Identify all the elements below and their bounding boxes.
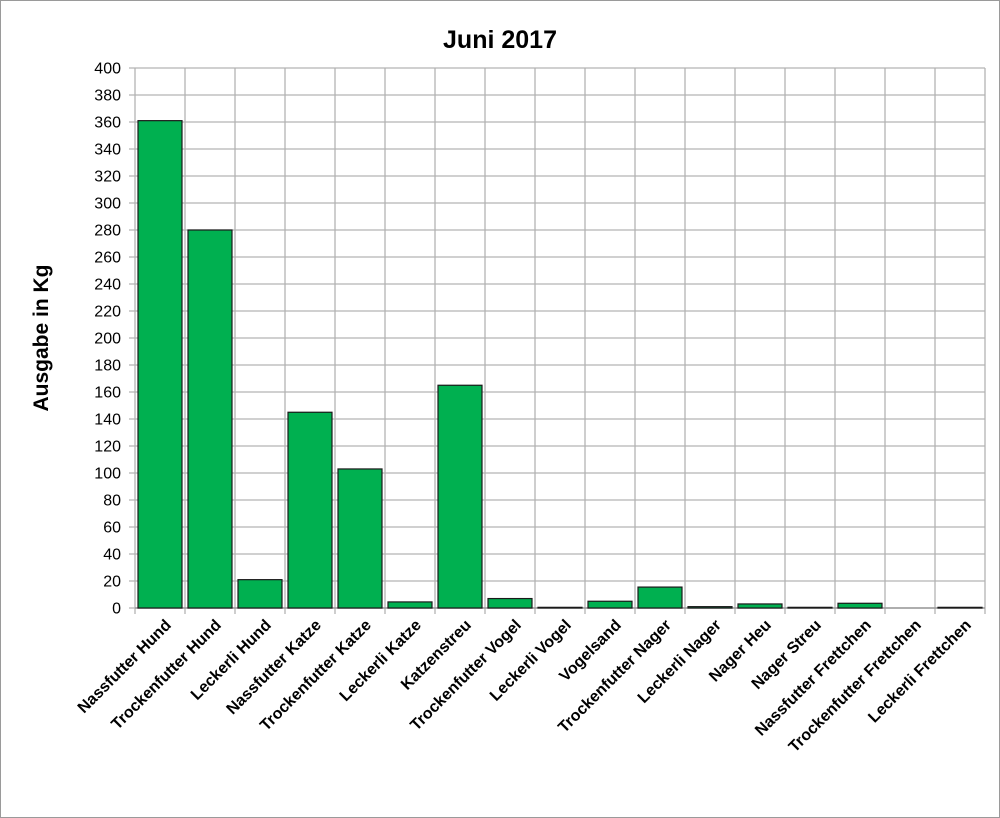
- y-tick-label: 20: [103, 574, 121, 591]
- bar: [587, 600, 633, 609]
- bar: [287, 411, 333, 609]
- y-axis-ticks: 0 20 40 60 80 100 120 140 160 180 200 220 240 260 280 3…: [94, 61, 121, 618]
- bars: [137, 120, 983, 609]
- x-tick-label: Nassfutter Katze: [224, 617, 325, 718]
- bar: [137, 120, 183, 609]
- y-tick-label: 60: [103, 520, 121, 537]
- y-tick-label: 300: [94, 196, 121, 213]
- y-tick-label: 280: [94, 223, 121, 240]
- bar: [487, 597, 533, 609]
- y-tick-label: 220: [94, 304, 121, 321]
- x-tick-label: Nassfutter Hund: [75, 617, 175, 717]
- y-tick-label: 320: [94, 169, 121, 186]
- bar: [837, 602, 883, 609]
- y-tick-label: 260: [94, 250, 121, 267]
- y-tick-label: 40: [103, 547, 121, 564]
- bar: [637, 586, 683, 609]
- chart-title: Juni 2017: [443, 26, 557, 54]
- y-tick-label: 160: [94, 385, 121, 402]
- bar: [787, 606, 833, 609]
- bar: [937, 606, 983, 609]
- y-tick-label: 380: [94, 88, 121, 105]
- y-tick-label: 140: [94, 412, 121, 429]
- y-tick-label: 340: [94, 142, 121, 159]
- y-tick-label: 240: [94, 277, 121, 294]
- bar: [437, 384, 483, 609]
- bar: [237, 579, 283, 609]
- y-tick-label: 360: [94, 115, 121, 132]
- bar: [687, 606, 733, 609]
- bar: [737, 603, 783, 609]
- bar: [537, 606, 583, 609]
- y-tick-label: 200: [94, 331, 121, 348]
- bar: [387, 601, 433, 609]
- y-tick-label: 120: [94, 439, 121, 456]
- y-tick-label: 100: [94, 466, 121, 483]
- bar: [187, 229, 233, 609]
- y-tick-label: 180: [94, 358, 121, 375]
- y-tick-label: 400: [94, 61, 121, 78]
- gridlines: [129, 67, 986, 614]
- y-tick-label: 80: [103, 493, 121, 510]
- y-tick-label: 0: [112, 601, 121, 618]
- bar: [337, 468, 383, 609]
